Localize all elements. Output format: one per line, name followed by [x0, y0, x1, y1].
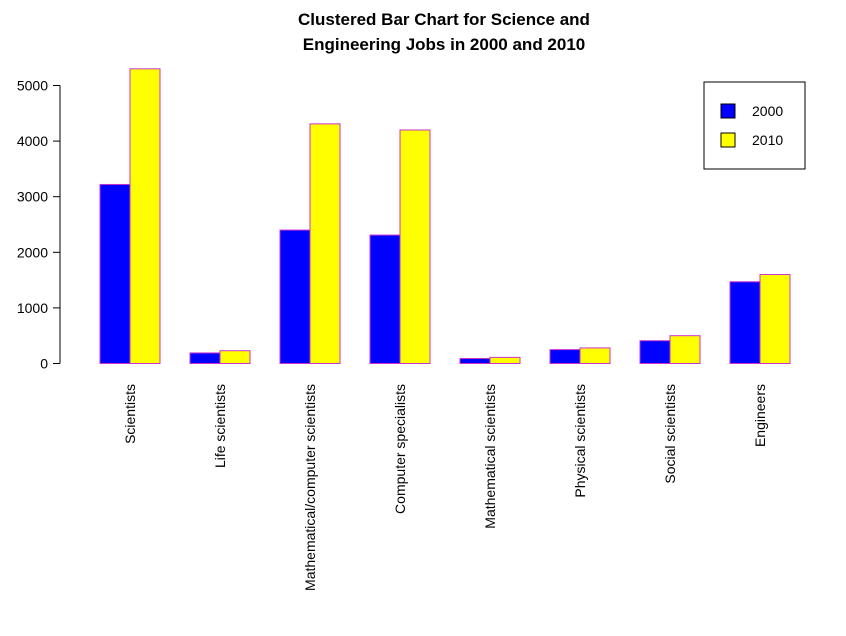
bar-2010-0 — [129, 68, 161, 364]
category-label: Physical scientists — [572, 384, 588, 498]
y-axis: 0 1000 2000 3000 4000 5000 — [17, 78, 61, 372]
bar-2000-6 — [639, 340, 671, 365]
chart-title-line-2: Engineering Jobs in 2000 and 2010 — [303, 35, 586, 54]
category-label: Engineers — [752, 384, 768, 447]
y-tick-label: 0 — [40, 356, 48, 372]
legend-box — [703, 81, 806, 170]
category-label: Mathematical scientists — [482, 384, 498, 529]
y-tick-label: 5000 — [17, 78, 48, 94]
bar-2000-3 — [369, 234, 401, 364]
y-tick-label: 4000 — [17, 133, 48, 149]
bars — [99, 68, 791, 365]
y-tick-label: 3000 — [17, 189, 48, 205]
bar-2010-3 — [399, 129, 431, 364]
legend: 2000 2010 — [703, 81, 806, 170]
category-labels: Scientists Life scientists Mathematical/co… — [122, 384, 768, 591]
bar-2000-1 — [189, 352, 221, 365]
legend-label-2010: 2010 — [752, 132, 783, 148]
y-tick-label: 2000 — [17, 244, 48, 260]
category-label: Computer specialists — [392, 384, 408, 514]
bar-2000-4 — [459, 357, 491, 365]
bar-2000-7 — [729, 281, 761, 365]
category-label: Mathematical/computer scientists — [302, 384, 318, 591]
bar-2000-5 — [549, 349, 581, 365]
chart-title-line-1: Clustered Bar Chart for Science and — [298, 10, 590, 29]
bar-2010-4 — [489, 356, 521, 365]
legend-swatch-2010 — [720, 132, 736, 148]
bar-2010-2 — [309, 123, 341, 364]
category-label: Scientists — [122, 384, 138, 444]
bar-2000-2 — [279, 229, 311, 364]
category-label: Social scientists — [662, 384, 678, 484]
bar-2010-7 — [759, 274, 791, 365]
bar-2010-6 — [669, 335, 701, 365]
legend-label-2000: 2000 — [752, 103, 783, 119]
category-label: Life scientists — [212, 384, 228, 468]
bar-2010-1 — [219, 350, 251, 365]
legend-swatch-2000 — [720, 103, 736, 119]
bar-2000-0 — [99, 183, 131, 364]
y-tick-label: 1000 — [17, 300, 48, 316]
bar-2010-5 — [579, 347, 611, 365]
